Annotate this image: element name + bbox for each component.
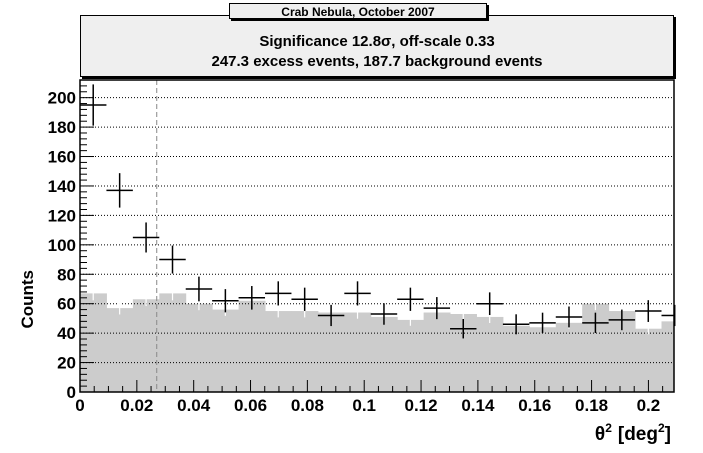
background-bar: [370, 316, 398, 392]
background-bar: [80, 293, 107, 392]
x-tick-label: 0: [75, 396, 84, 415]
chart-title: Crab Nebula, October 2007: [229, 3, 487, 19]
stats-line-significance: Significance 12.8σ, off-scale 0.33: [259, 33, 495, 50]
x-axis-unit-sup: 2: [658, 421, 665, 435]
x-tick-label: 0.1: [352, 396, 376, 415]
background-bar: [132, 299, 160, 392]
background-bar: [397, 319, 425, 392]
y-tick-label: 60: [57, 295, 76, 314]
background-bar: [265, 311, 292, 392]
y-tick-label: 160: [48, 148, 76, 167]
x-tick-label: 0.2: [637, 396, 661, 415]
y-tick-label: 140: [48, 177, 76, 196]
background-bar: [106, 308, 134, 392]
x-tick-label: 0.14: [461, 396, 495, 415]
background-bar: [238, 300, 266, 392]
x-axis-label: θ2 [deg2]: [595, 421, 671, 445]
background-bar: [529, 327, 557, 392]
x-tick-label: 0.18: [575, 396, 608, 415]
stats-box: Significance 12.8σ, off-scale 0.33 247.3…: [80, 15, 674, 77]
axis-ticks: [79, 85, 664, 393]
x-tick-label: 0.08: [291, 396, 324, 415]
background-bar: [555, 322, 583, 392]
x-tick-label: 0.16: [518, 396, 551, 415]
background-bar: [502, 325, 530, 392]
x-tick-label: 0.04: [177, 396, 211, 415]
y-tick-label: 200: [48, 89, 76, 108]
x-axis-unit: [deg: [618, 424, 658, 445]
y-tick-label: 40: [57, 324, 76, 343]
grid-lines: [80, 97, 674, 364]
x-tick-labels: 0 0.02 0.04 0.06 0.08 0.1 0.12 0.14 0.16 0.18 0.2: [75, 396, 660, 415]
plot-frame: [79, 79, 675, 393]
background-histogram: [80, 293, 675, 392]
y-tick-label: 80: [57, 265, 76, 284]
background-bar: [159, 293, 187, 392]
background-bar: [423, 312, 451, 392]
background-bar: [476, 316, 504, 392]
x-tick-label: 0.02: [120, 396, 153, 415]
y-tick-label: 180: [48, 118, 76, 137]
y-tick-label: 0: [67, 383, 76, 402]
x-tick-label: 0.12: [405, 396, 438, 415]
background-bar: [661, 321, 675, 392]
x-axis-symbol-sup: 2: [605, 421, 612, 435]
y-tick-labels: 0 20 40 60 80 100 120 140 160 180 200: [48, 89, 76, 402]
y-tick-label: 100: [48, 236, 76, 255]
stats-line-events: 247.3 excess events, 187.7 background ev…: [211, 53, 543, 70]
x-axis-unit-close: ]: [665, 424, 671, 445]
background-bar: [185, 303, 213, 392]
background-bar: [344, 312, 372, 392]
background-bar: [212, 309, 240, 392]
x-tick-label: 0.06: [234, 396, 267, 415]
y-axis-label: Counts: [18, 270, 37, 329]
y-tick-label: 120: [48, 206, 76, 225]
on-source-points: [80, 84, 676, 339]
background-bar: [291, 311, 319, 392]
x-axis-symbol: θ: [595, 424, 605, 445]
y-tick-label: 20: [57, 354, 76, 373]
